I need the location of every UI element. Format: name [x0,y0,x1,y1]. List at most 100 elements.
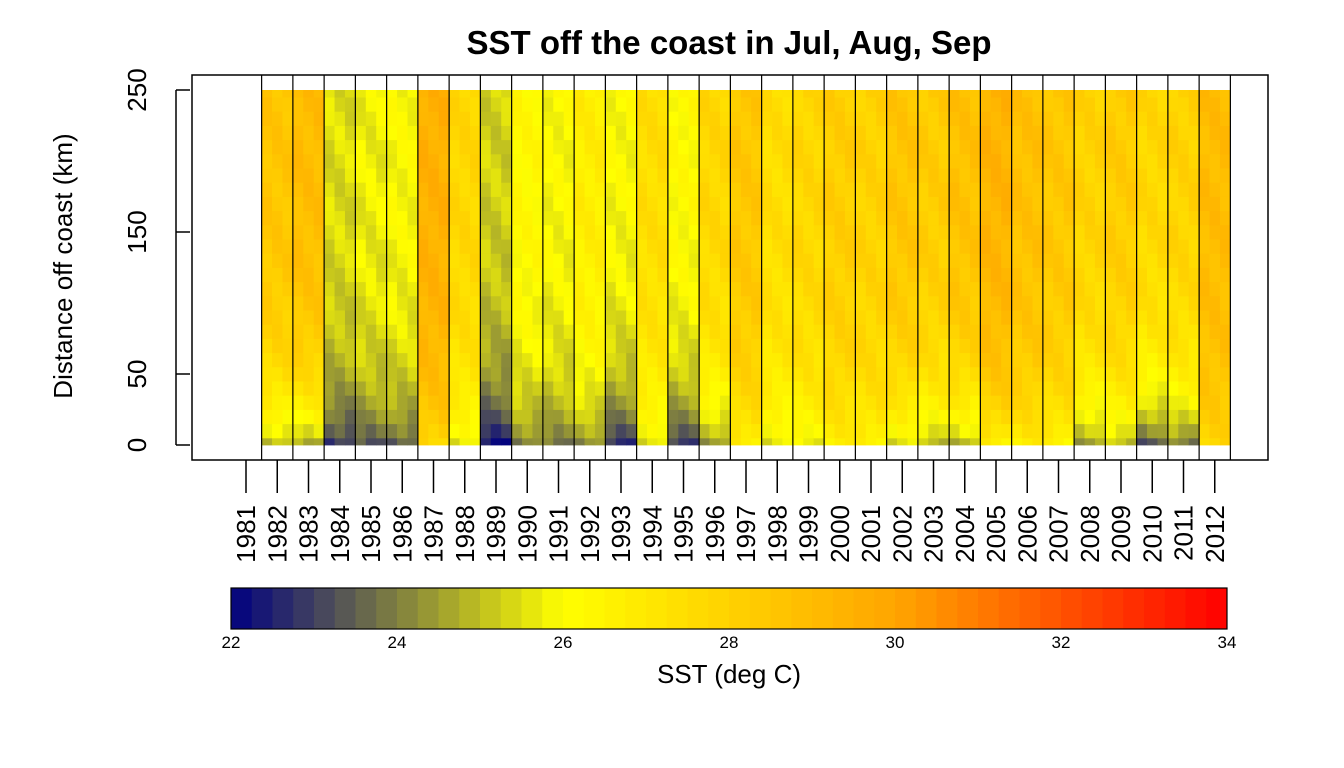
heatmap-cell [344,381,356,396]
heatmap-cell [594,352,606,368]
heatmap-cell [542,437,554,446]
heatmap-cell [834,281,846,297]
heatmap-cell [261,437,273,446]
heatmap-cell [834,111,846,126]
heatmap-cell [522,423,533,439]
heatmap-cell [313,253,325,268]
heatmap-cell [740,90,752,98]
heatmap-cell [282,239,294,254]
heatmap-cell [1167,352,1179,368]
heatmap-cell [480,324,492,339]
heatmap-cell [865,153,877,169]
heatmap-cell [647,239,658,254]
heatmap-cell [626,210,638,226]
heatmap-cell [303,168,315,183]
heatmap-cell [928,139,940,155]
heatmap-cell [1157,310,1169,325]
heatmap-cell [417,352,429,368]
heatmap-cell [532,97,544,112]
heatmap-cell [1094,352,1106,368]
heatmap-cell [365,437,377,446]
heatmap-cell [1094,395,1106,410]
heatmap-cell [1032,423,1044,439]
heatmap-cell [292,125,304,141]
heatmap-cell [647,338,658,354]
heatmap-cell [1105,423,1117,439]
heatmap-cell [1126,97,1138,112]
heatmap-cell [1126,295,1138,311]
heatmap-cell [417,239,429,254]
heatmap-cell [355,196,367,212]
heatmap-cell [1032,253,1044,268]
heatmap-cell [751,182,763,197]
heatmap-cell [897,224,908,240]
heatmap-cell [553,381,565,396]
heatmap-cell [428,210,440,226]
heatmap-cell [1053,139,1065,155]
heatmap-cell [709,253,721,268]
heatmap-cell [1178,168,1190,183]
heatmap-cell [834,409,846,425]
heatmap-cell [782,295,794,311]
heatmap-cell [636,182,648,197]
heatmap-cell [511,324,523,339]
heatmap-cell [657,281,669,297]
heatmap-cell [501,153,513,169]
colorbar-swatch [687,588,709,629]
heatmap-cell [605,295,617,311]
colorbar-swatch [1164,588,1186,629]
heatmap-cell [1219,267,1231,283]
heatmap-cell [865,182,877,197]
heatmap-cell [1094,239,1106,254]
heatmap-cell [501,90,513,98]
heatmap-cell [636,224,648,240]
heatmap-cell [553,281,565,297]
heatmap-cell [699,90,710,98]
heatmap-cell [772,239,783,254]
heatmap-cell [897,253,908,268]
heatmap-cell [865,239,877,254]
heatmap-cell [1022,253,1033,268]
heatmap-cell [897,196,908,212]
heatmap-cell [865,324,877,339]
heatmap-cell [1022,125,1033,141]
heatmap-cell [324,281,335,297]
heatmap-cell [303,267,315,283]
heatmap-cell [344,253,356,268]
heatmap-cell [855,111,867,126]
heatmap-cell [699,409,710,425]
heatmap-cell [1115,409,1127,425]
heatmap-cell [719,182,731,197]
heatmap-cell [1094,196,1106,212]
heatmap-cell [938,409,950,425]
heatmap-cell [907,139,919,155]
heatmap-cell [324,423,335,439]
colorbar-swatch [729,588,751,629]
heatmap-cell [1022,97,1033,112]
heatmap-cell [699,395,710,410]
heatmap-cell [303,224,315,240]
heatmap-cell [459,168,471,183]
heatmap-cell [647,153,658,169]
heatmap-cell [438,97,450,112]
heatmap-cell [490,97,502,112]
heatmap-cell [938,97,950,112]
heatmap-cell [626,153,638,169]
heatmap-cell [428,111,440,126]
heatmap-cell [438,423,450,439]
heatmap-cell [938,224,950,240]
heatmap-cell [792,267,804,283]
heatmap-cell [938,395,950,410]
heatmap-cell [1157,125,1169,141]
heatmap-cell [1074,90,1085,98]
colorbar-swatch [915,588,937,629]
heatmap-cell [1126,253,1138,268]
heatmap-cell [751,153,763,169]
heatmap-cell [844,310,856,325]
heatmap-cell [605,210,617,226]
heatmap-cell [303,196,315,212]
heatmap-cell [594,395,606,410]
heatmap-cell [1178,366,1190,382]
heatmap-cell [501,381,513,396]
heatmap-cell [1105,224,1117,240]
